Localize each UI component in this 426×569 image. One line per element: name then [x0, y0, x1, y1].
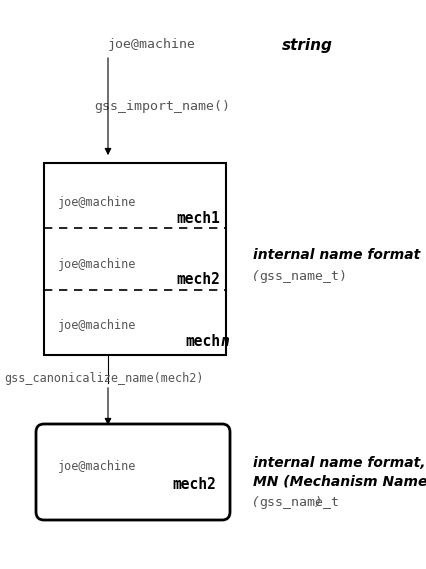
- Text: ): ): [316, 496, 321, 509]
- Text: string: string: [282, 38, 333, 53]
- Text: joe@machine: joe@machine: [58, 196, 136, 209]
- Bar: [44, 163, 226, 355]
- Text: internal name format: internal name format: [253, 248, 420, 262]
- Text: n: n: [220, 334, 229, 349]
- Text: gss_name_t): gss_name_t): [259, 270, 347, 283]
- Text: joe@machine: joe@machine: [108, 38, 196, 51]
- Text: mech: mech: [185, 334, 220, 349]
- Text: joe@machine: joe@machine: [58, 460, 136, 473]
- Text: MN (Mechanism Name): MN (Mechanism Name): [253, 474, 426, 488]
- Text: (: (: [253, 496, 258, 509]
- Text: gss_canonicalize_name(mech2): gss_canonicalize_name(mech2): [4, 372, 204, 385]
- FancyBboxPatch shape: [36, 424, 230, 520]
- Text: mech2: mech2: [172, 477, 216, 492]
- Text: joe@machine: joe@machine: [58, 319, 136, 332]
- Text: mech2: mech2: [176, 272, 220, 287]
- Text: internal name format,: internal name format,: [253, 456, 426, 470]
- Text: gss_name_t: gss_name_t: [259, 496, 339, 509]
- Text: (: (: [253, 270, 258, 283]
- Text: mech1: mech1: [176, 211, 220, 226]
- Text: joe@machine: joe@machine: [58, 258, 136, 271]
- Text: gss_import_name(): gss_import_name(): [94, 100, 230, 113]
